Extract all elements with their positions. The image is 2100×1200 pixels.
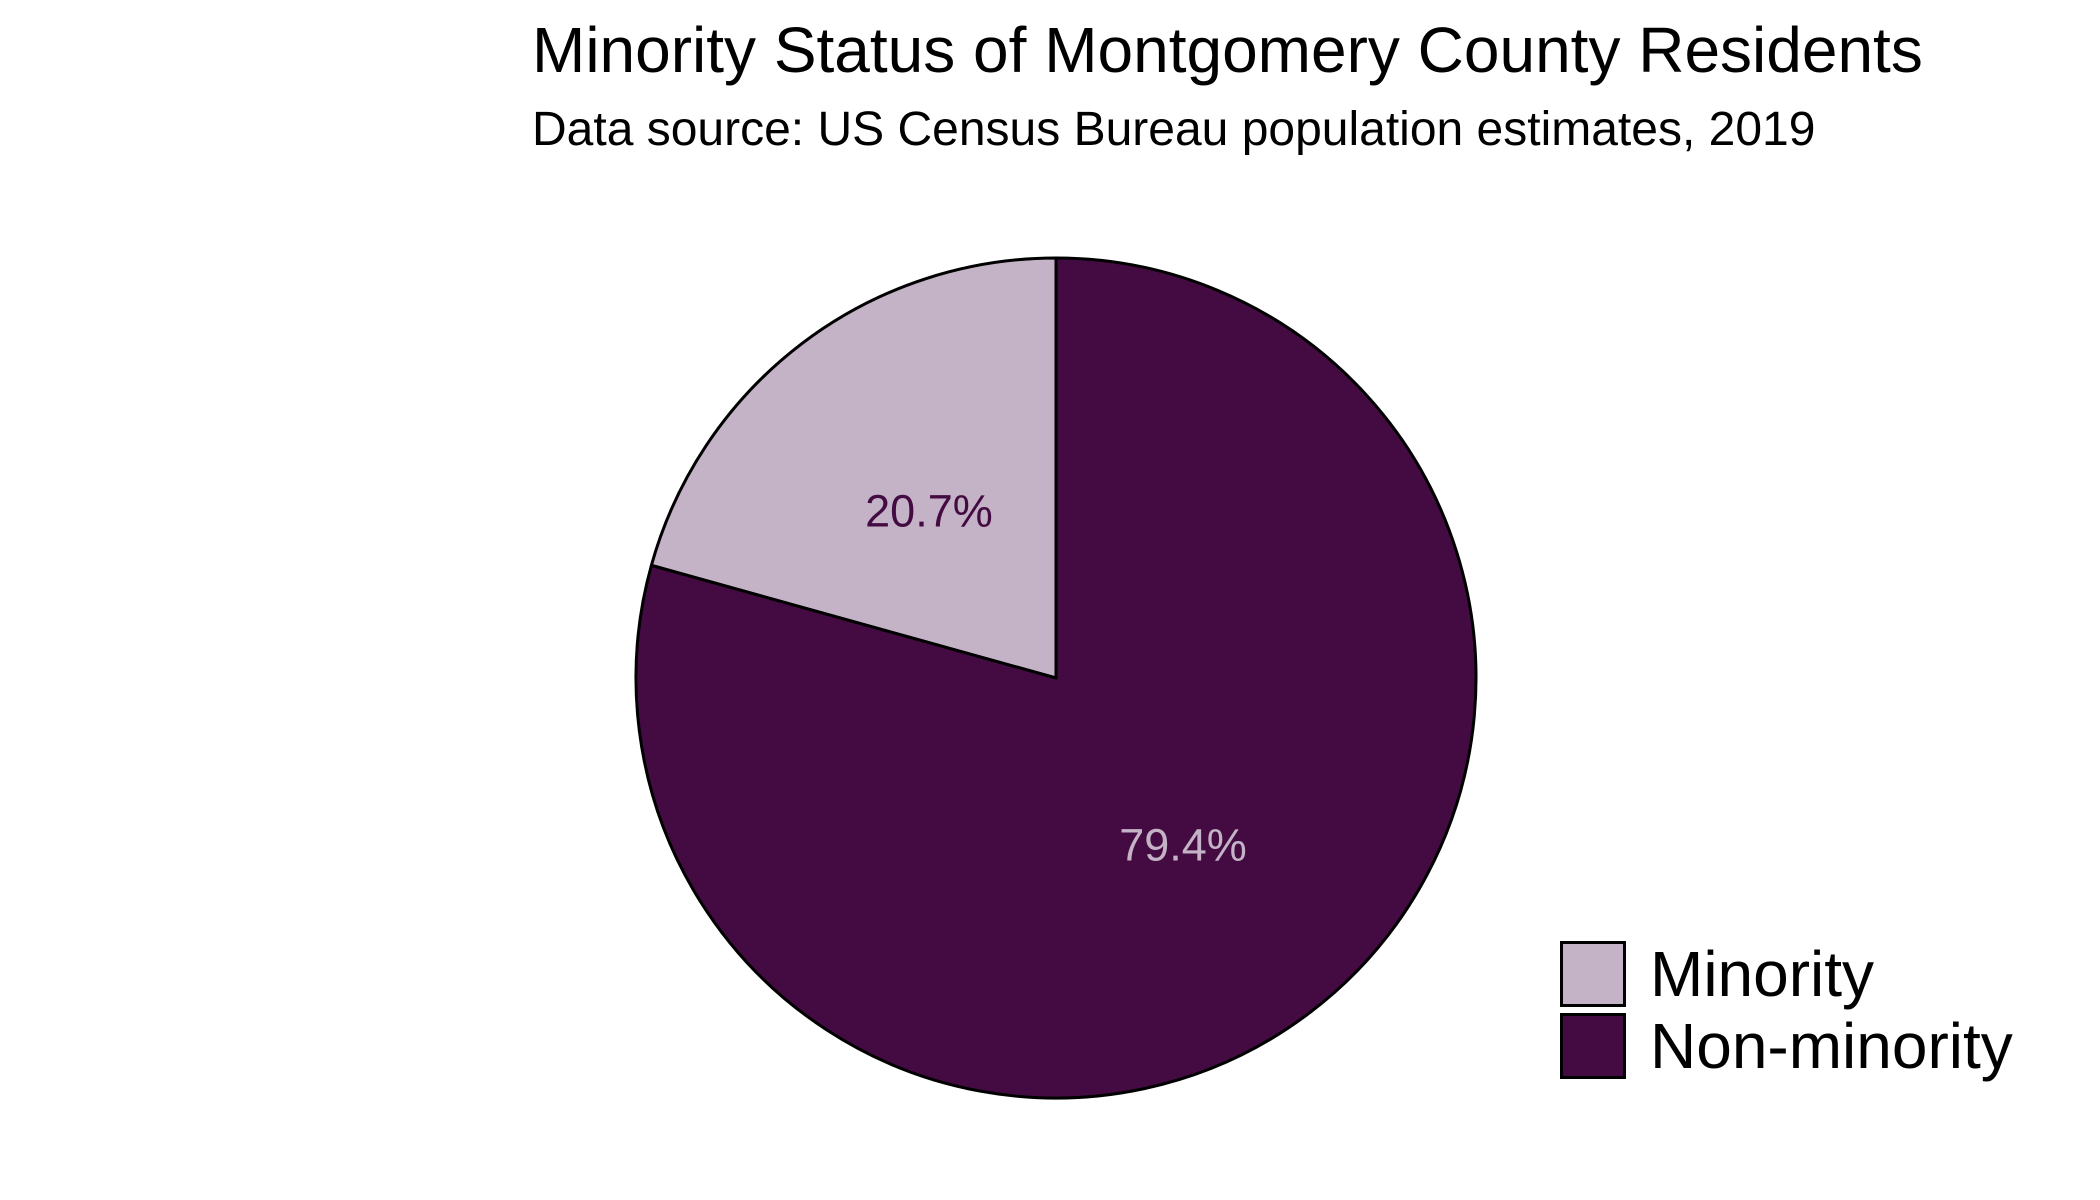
pie-slice-minority (649, 256, 1058, 680)
chart-title: Minority Status of Montgomery County Res… (532, 14, 1923, 86)
pie-slice-label-minority: 20.7% (865, 485, 993, 536)
legend-item-non-minority: Non-minority (1560, 1010, 2013, 1082)
legend-label-non-minority: Non-minority (1650, 1010, 2013, 1082)
legend-label-minority: Minority (1650, 938, 1875, 1010)
legend-swatch-minority (1560, 941, 1626, 1007)
pie-slice-label-non-minority: 79.4% (1119, 820, 1247, 871)
legend-item-minority: Minority (1560, 938, 2013, 1010)
legend: Minority Non-minority (1560, 938, 2013, 1082)
chart-subtitle: Data source: US Census Bureau population… (532, 103, 1816, 156)
pie-slice-non-minority (634, 256, 1478, 1100)
legend-swatch-non-minority (1560, 1013, 1626, 1079)
